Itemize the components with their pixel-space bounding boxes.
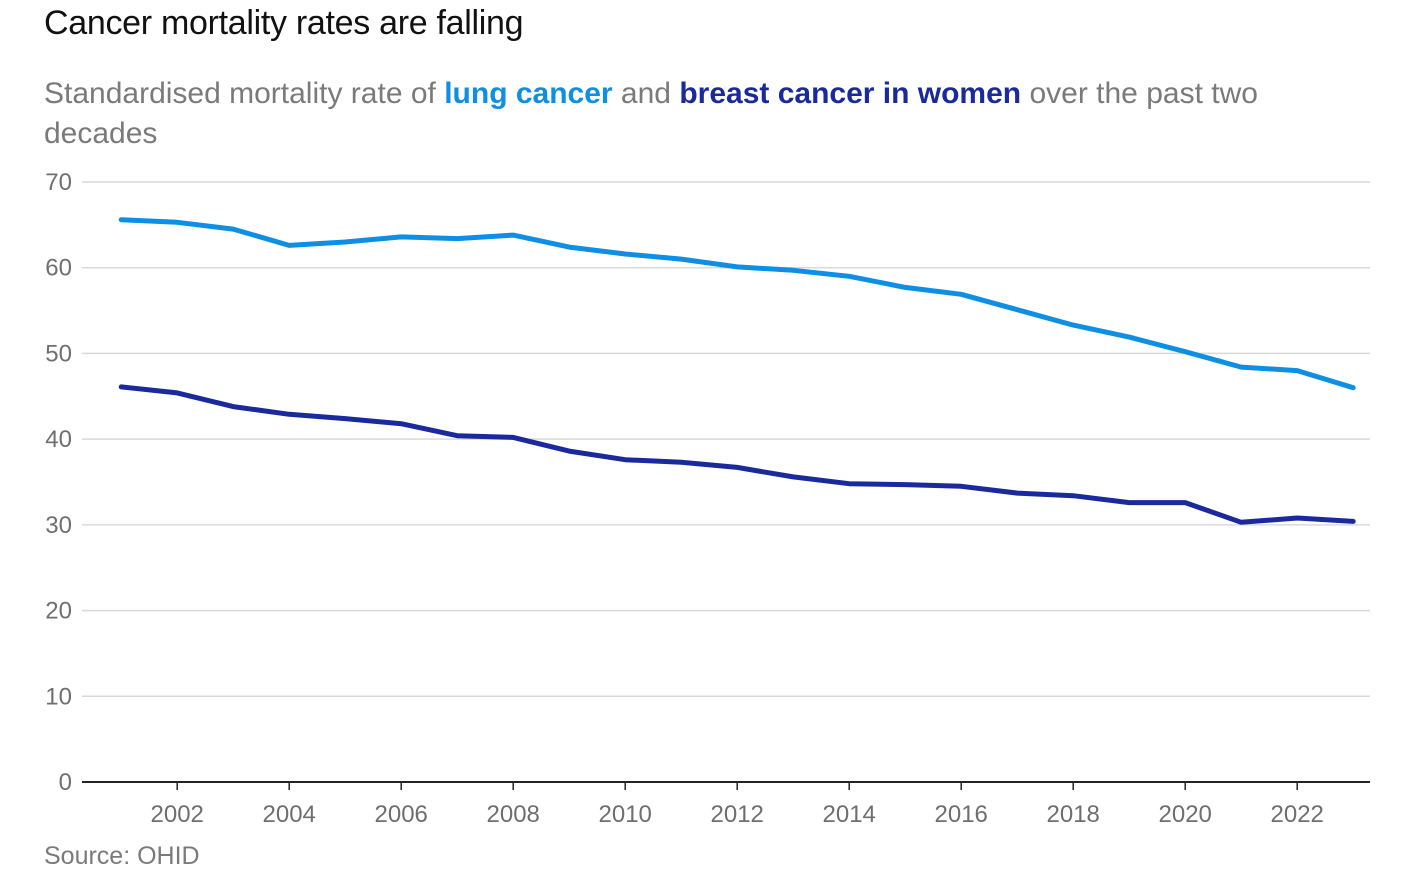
y-axis-ticks: 0 10 20 30 40 50 60 70 <box>45 169 72 796</box>
x-tick-label-2014: 2014 <box>823 801 876 828</box>
y-tick-label-30: 30 <box>45 512 72 539</box>
x-tick-label-2016: 2016 <box>935 801 988 828</box>
x-tick-label-2004: 2004 <box>263 801 316 828</box>
series-lines <box>118 217 1356 525</box>
y-tick-label-10: 10 <box>45 683 72 710</box>
chart-subtitle: Standardised mortality rate of lung canc… <box>44 74 1344 154</box>
x-axis-ticks: 2002 2004 2006 2008 2010 2012 2014 2016 2018 2020… <box>151 782 1324 828</box>
series-line-lung-cancer <box>118 217 1356 391</box>
subtitle-suffix: over the past two decades <box>44 77 1258 150</box>
y-tick-label-20: 20 <box>45 598 72 625</box>
y-tick-label-40: 40 <box>45 426 72 453</box>
y-tick-label-70: 70 <box>45 169 72 196</box>
legend-lung-cancer: lung cancer <box>444 77 613 110</box>
subtitle-prefix: Standardised mortality rate of <box>44 77 445 110</box>
y-tick-label-60: 60 <box>45 255 72 282</box>
x-tick-label-2008: 2008 <box>487 801 540 828</box>
x-tick-label-2022: 2022 <box>1271 801 1324 828</box>
series-line-breast-cancer <box>118 384 1356 525</box>
source-note: Source: OHID <box>44 842 200 870</box>
chart-title: Cancer mortality rates are falling <box>44 4 524 42</box>
x-tick-label-2006: 2006 <box>375 801 428 828</box>
x-tick-label-2010: 2010 <box>599 801 652 828</box>
x-tick-label-2018: 2018 <box>1047 801 1100 828</box>
y-tick-label-50: 50 <box>45 340 72 367</box>
x-tick-label-2002: 2002 <box>151 801 204 828</box>
y-tick-label-0: 0 <box>59 769 72 796</box>
grid-lines <box>82 181 1370 783</box>
legend-breast-cancer: breast cancer in women <box>679 77 1022 110</box>
subtitle-middle: and <box>612 77 680 110</box>
x-tick-label-2020: 2020 <box>1159 801 1212 828</box>
x-tick-label-2012: 2012 <box>711 801 764 828</box>
